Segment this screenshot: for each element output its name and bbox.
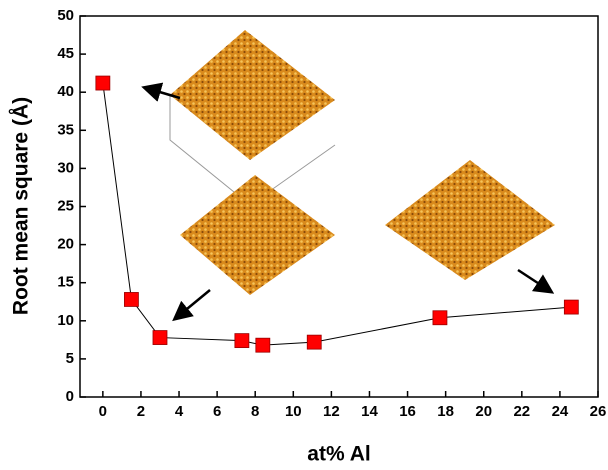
y-tick-label: 45 <box>57 45 74 62</box>
y-tick-label: 0 <box>66 388 74 405</box>
y-tick-label: 25 <box>57 197 74 214</box>
afm-insets <box>146 30 555 318</box>
afm-image <box>170 30 335 160</box>
x-tick-label: 16 <box>399 403 416 420</box>
y-tick-label: 30 <box>57 159 74 176</box>
x-tick-label: 20 <box>475 403 492 420</box>
y-tick-label: 20 <box>57 236 74 253</box>
x-tick-label: 4 <box>175 403 184 420</box>
marker <box>564 300 578 314</box>
x-tick-label: 18 <box>437 403 454 420</box>
afm-image <box>385 160 555 280</box>
x-tick-label: 12 <box>323 403 340 420</box>
x-tick-label: 2 <box>137 403 145 420</box>
marker <box>256 338 270 352</box>
y-tick-label: 35 <box>57 121 74 138</box>
x-tick-label: 14 <box>361 403 378 420</box>
x-tick-label: 22 <box>513 403 530 420</box>
marker <box>153 331 167 345</box>
x-axis-title: at% Al <box>307 443 370 466</box>
y-tick-label: 40 <box>57 83 74 100</box>
marker <box>124 292 138 306</box>
x-tick-label: 0 <box>99 403 107 420</box>
y-tick-label: 15 <box>57 274 74 291</box>
y-tick-label: 5 <box>66 350 74 367</box>
x-tick-label: 26 <box>590 403 607 420</box>
y-tick-label: 10 <box>57 312 74 329</box>
y-axis-title: Root mean square (Å) <box>9 97 33 315</box>
x-tick-label: 24 <box>552 403 569 420</box>
x-tick-label: 6 <box>213 403 221 420</box>
y-tick-label: 50 <box>57 7 74 24</box>
marker <box>235 334 249 348</box>
afm-image <box>180 175 335 295</box>
arrow <box>518 270 550 291</box>
marker <box>96 76 110 90</box>
x-tick-label: 8 <box>251 403 259 420</box>
chart: at% Al Root mean square (Å) 051015202530… <box>0 0 608 470</box>
marker <box>433 311 447 325</box>
arrow <box>176 290 210 318</box>
marker <box>307 335 321 349</box>
x-tick-label: 10 <box>285 403 302 420</box>
